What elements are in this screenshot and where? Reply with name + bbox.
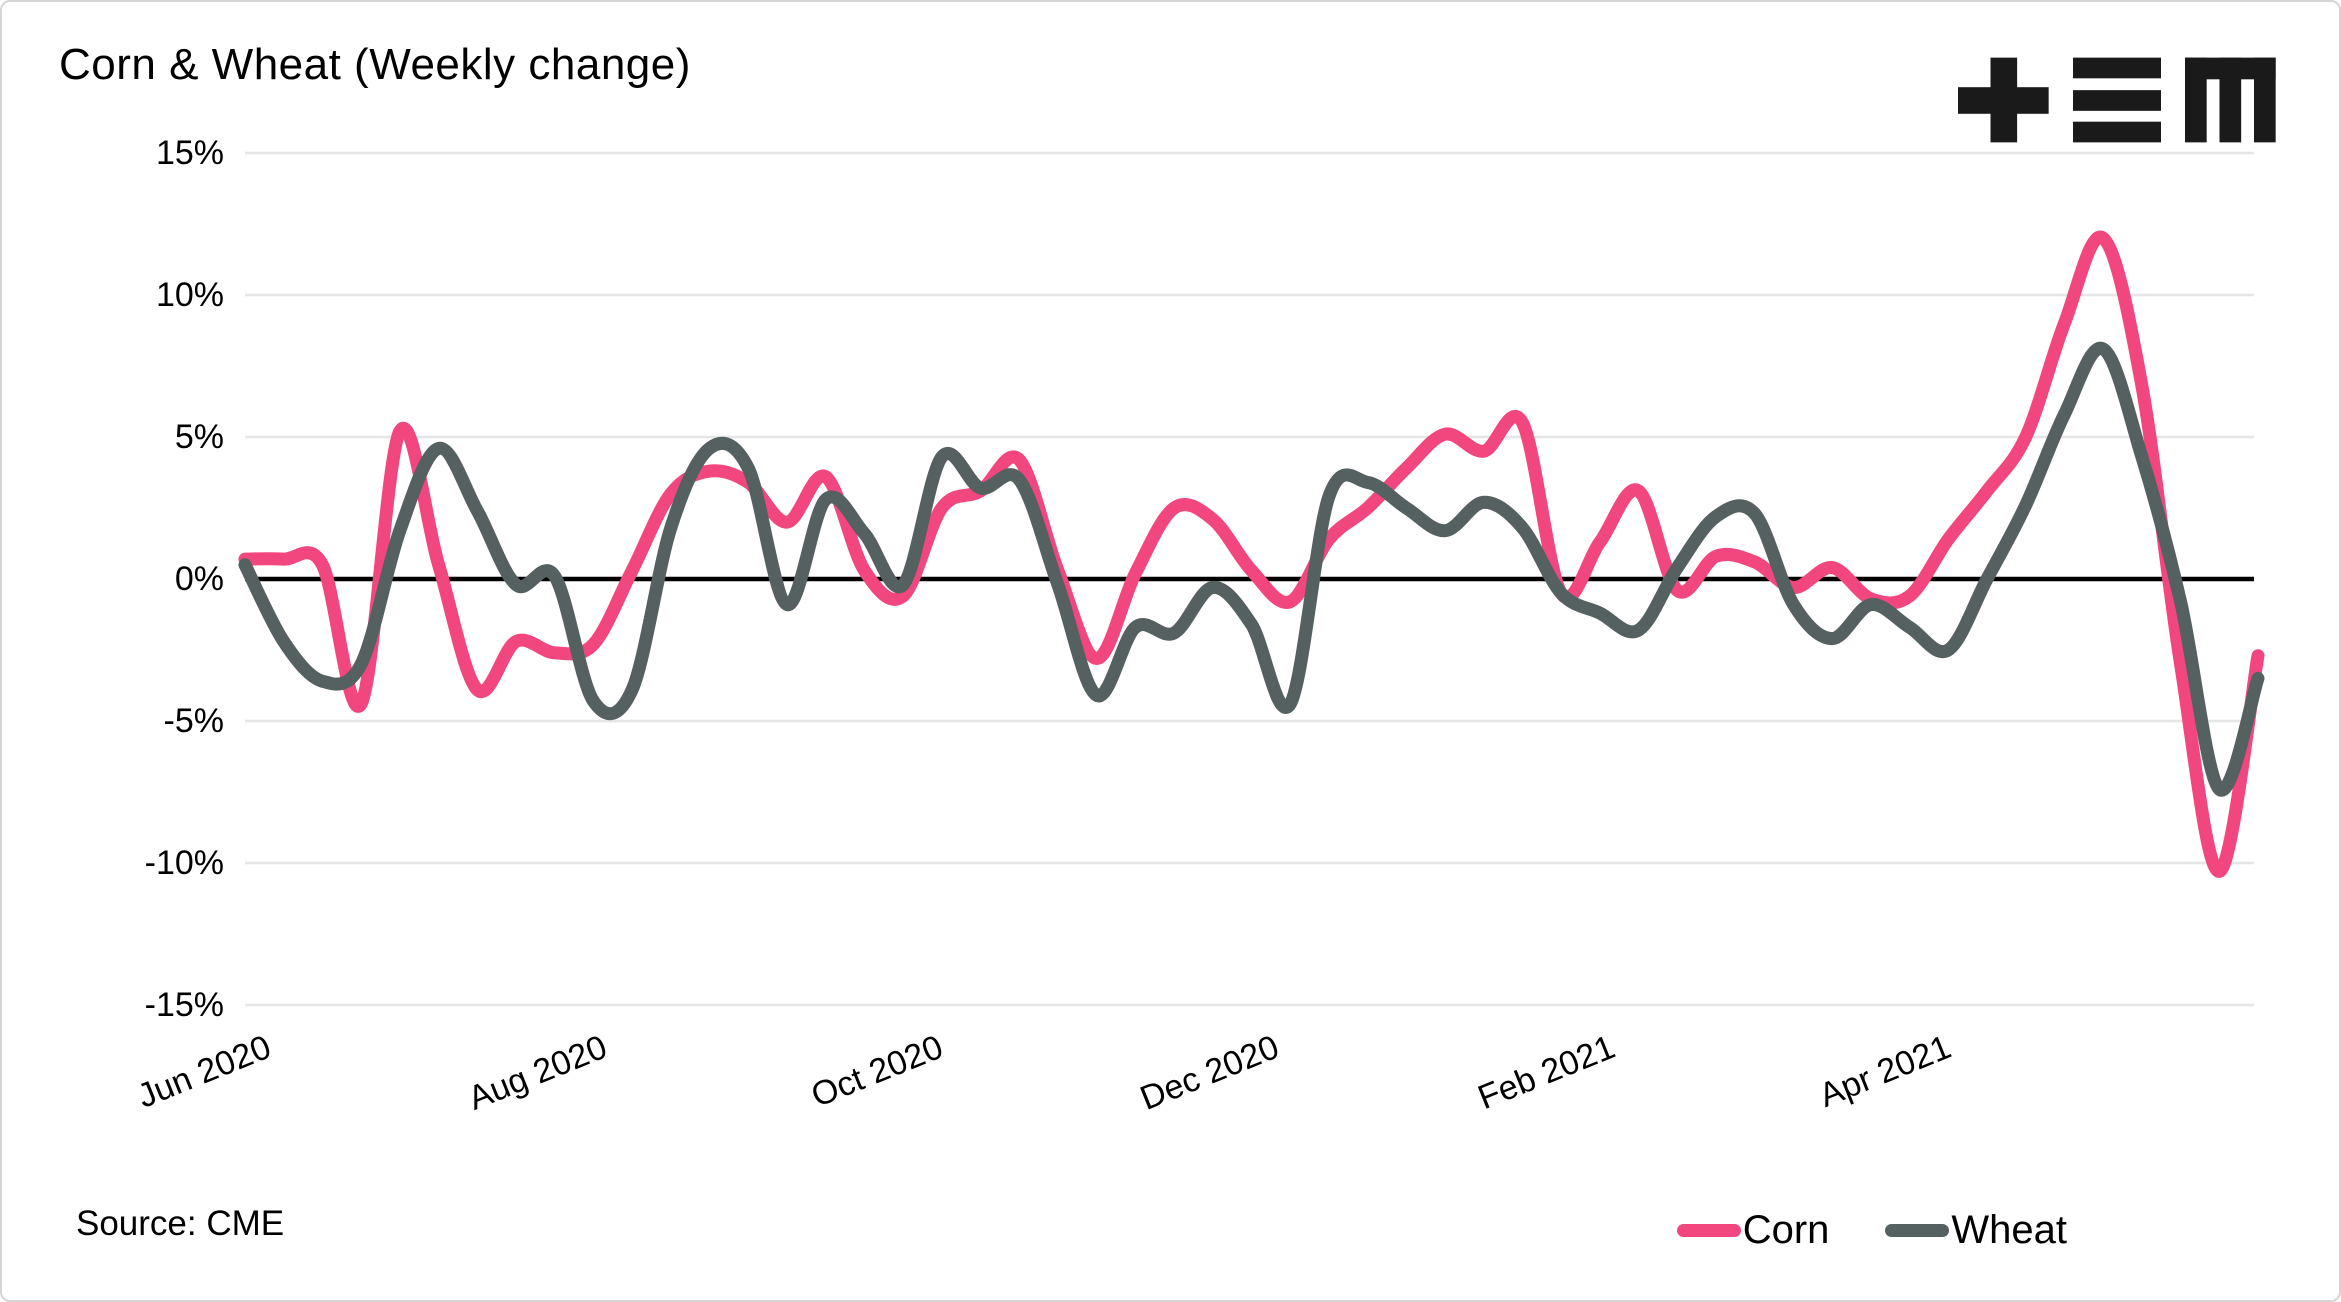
y-tick-label: -15% bbox=[144, 986, 224, 1024]
y-tick-label: 0% bbox=[174, 560, 224, 598]
legend-label-corn: Corn bbox=[1742, 1208, 1830, 1252]
wheat-line bbox=[238, 341, 2265, 797]
corn-line bbox=[238, 230, 2265, 878]
logo-bars-icon bbox=[2072, 57, 2162, 143]
tem-logo bbox=[1958, 57, 2276, 143]
legend-item-corn[interactable]: Corn bbox=[1676, 1208, 1830, 1253]
wheat-line-swatch bbox=[1885, 1224, 1950, 1237]
legend-item-wheat[interactable]: Wheat bbox=[1885, 1208, 2067, 1253]
source-note: Source: CME bbox=[76, 1204, 285, 1243]
legend: Corn Wheat bbox=[1629, 1208, 2067, 1253]
logo-plus-icon bbox=[1958, 57, 2049, 143]
y-tick-label: -5% bbox=[163, 702, 224, 740]
y-tick-label: 10% bbox=[155, 276, 224, 314]
logo-m-icon bbox=[2185, 57, 2276, 143]
legend-label-wheat: Wheat bbox=[1951, 1208, 2067, 1252]
y-tick-label: 15% bbox=[155, 134, 224, 172]
y-tick-label: 5% bbox=[174, 418, 224, 456]
y-tick-label: -10% bbox=[144, 844, 224, 882]
page-title: Corn & Wheat (Weekly change) bbox=[59, 40, 691, 89]
corn-line-swatch bbox=[1676, 1224, 1741, 1237]
